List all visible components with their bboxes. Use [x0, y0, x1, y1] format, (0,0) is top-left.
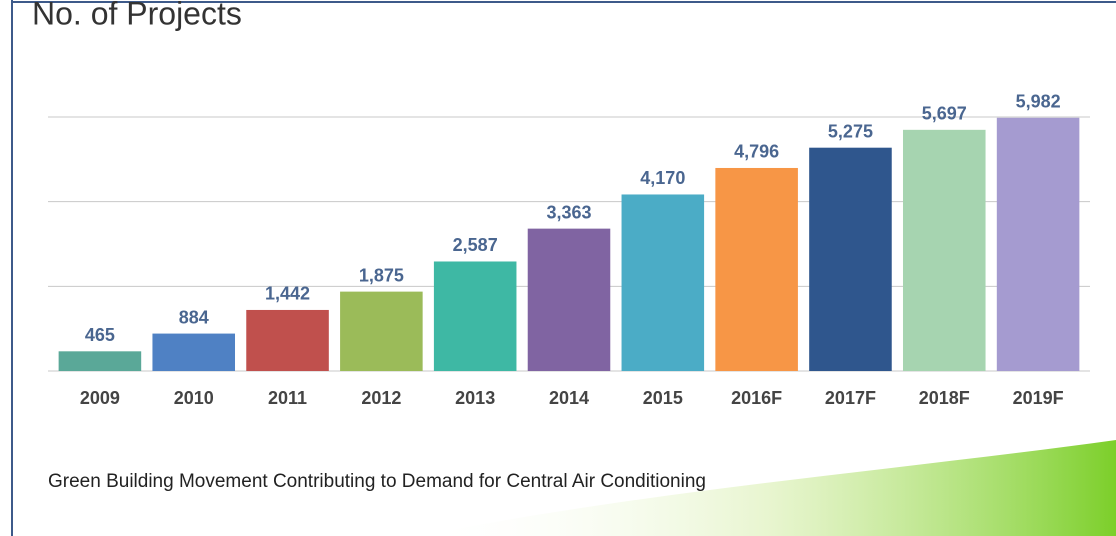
x-tick-label: 2018F: [919, 388, 970, 408]
caption: Green Building Movement Contributing to …: [48, 471, 706, 492]
value-label: 5,275: [828, 121, 873, 141]
bar: [152, 333, 236, 371]
chart-title: No. of Projects: [32, 0, 242, 31]
value-label: 4,796: [734, 142, 779, 162]
value-label: 1,875: [359, 265, 404, 285]
x-tick-label: 2013: [455, 388, 495, 408]
bar: [715, 167, 798, 371]
x-tick-label: 2012: [361, 388, 401, 408]
bar: [340, 291, 423, 371]
bar: [621, 194, 705, 371]
bar: [527, 228, 611, 371]
bar: [996, 117, 1080, 372]
value-label: 5,982: [1016, 92, 1061, 112]
x-tick-label: 2011: [268, 388, 307, 408]
bar: [246, 309, 329, 371]
decor-swoosh: [420, 440, 1116, 536]
bar: [433, 261, 517, 371]
x-tick-label: 2016F: [731, 388, 782, 408]
x-tick-label: 2014: [549, 388, 589, 408]
x-tick-label: 2010: [174, 388, 214, 408]
bar: [902, 129, 986, 371]
value-label: 2,587: [453, 235, 498, 255]
value-label: 884: [179, 307, 209, 327]
value-label: 1,442: [265, 284, 310, 304]
x-tick-label: 2009: [80, 388, 120, 408]
x-tick-label: 2017F: [825, 388, 876, 408]
value-label: 3,363: [546, 202, 591, 222]
x-tick-label: 2019F: [1013, 388, 1064, 408]
value-label: 465: [85, 325, 115, 345]
bar: [809, 147, 892, 371]
bar: [58, 351, 142, 371]
x-tick-label: 2015: [643, 388, 683, 408]
value-label: 5,697: [922, 104, 967, 124]
value-label: 4,170: [640, 168, 685, 188]
